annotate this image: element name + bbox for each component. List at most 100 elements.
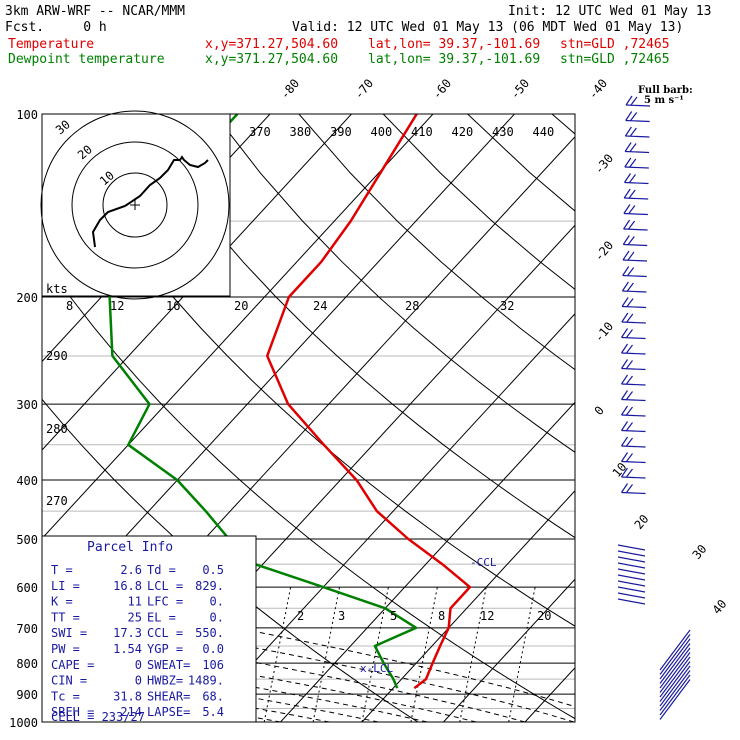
theta-label-370: 370 [249, 125, 271, 139]
wind-barb-flag [621, 436, 628, 447]
wind-barb-flag [626, 375, 633, 385]
isotherm-label--20: -20 [592, 238, 617, 264]
wind-barb-lower [617, 556, 646, 563]
pressure-label-800: 800 [16, 657, 38, 671]
wind-barb-lower [659, 679, 691, 720]
dew-xy: x,y=371.27,504.60 [205, 52, 338, 67]
wind-barb [623, 228, 648, 231]
wind-barb-flag [625, 95, 633, 106]
theta-label-430: 430 [492, 125, 514, 139]
parcel-label-1: LI = [51, 579, 80, 593]
parcel-label-4: SWI = [51, 626, 87, 640]
wind-barb-flag [626, 344, 633, 354]
wind-barb-flag [626, 422, 633, 431]
wind-barb-flag [629, 174, 636, 183]
dry-adiabat-480 [721, 114, 740, 722]
wind-barb-flag [626, 437, 633, 447]
wind-barb [625, 119, 650, 123]
wind-barb-lower [659, 629, 691, 671]
isotherm-20 [524, 666, 575, 722]
wind-barb-flag [628, 205, 636, 214]
dry-adiabat-380 [298, 114, 575, 371]
wind-barb-flag [628, 220, 636, 230]
dry-adiabat-320 [45, 114, 575, 627]
parcel-value2-2: 0. [210, 595, 224, 609]
valid-time: Valid: 12 UTC Wed 01 May 13 (06 MDT Wed … [292, 20, 683, 35]
mixing-ratio-label-lower-8: 8 [438, 609, 445, 623]
parcel-label2-7: HWBZ= [147, 674, 183, 688]
wind-barb [624, 181, 649, 185]
isotherm-label--70: -70 [352, 76, 377, 102]
pressure-label-300: 300 [16, 398, 38, 412]
mixing-ratio-label-upper-20: 20 [234, 299, 248, 313]
barb-unit: 5 m s⁻¹ [644, 95, 684, 106]
wind-barb [625, 135, 650, 138]
dry-adiabat-360 [214, 114, 575, 453]
wind-barb-flag [621, 312, 629, 323]
mixing-ratio-label-lower-20: 20 [537, 609, 551, 623]
wind-barb [621, 367, 646, 371]
dew-latlon: lat,lon= 39.37,-101.69 [368, 52, 540, 67]
wind-barb-flag [628, 189, 636, 199]
wind-barb-flag [629, 158, 637, 168]
wind-barb-flag [626, 453, 633, 462]
theta-label-440: 440 [533, 125, 555, 139]
pressure-label-700: 700 [16, 622, 38, 636]
parcel-value-1: 16.8 [113, 579, 142, 593]
wind-barb-flag [621, 343, 628, 354]
wind-barb-flag [621, 328, 628, 338]
wind-barb-flag [626, 484, 633, 493]
temp-stn: stn=GLD ,72465 [560, 37, 670, 52]
wind-barb-flag [626, 282, 634, 292]
wind-barb [623, 212, 648, 216]
parcel-cell: CELL = 233/27 [51, 710, 145, 724]
wind-barb-lower [617, 574, 646, 581]
parcel-value2-5: 0.0 [202, 642, 224, 656]
wind-barb [621, 491, 646, 495]
parcel-value-5: 1.54 [113, 642, 142, 656]
wind-barb-lower [617, 598, 646, 605]
wind-barb-lower [659, 670, 691, 711]
wind-barb [624, 166, 649, 169]
isotherm--70 [42, 114, 352, 451]
isotherm-label--80: -80 [278, 76, 303, 102]
parcel-value2-1: 829. [195, 579, 224, 593]
annotation-lcl: x-LCL [360, 662, 393, 675]
parcel-label-6: CAPE = [51, 658, 94, 672]
pressure-label-1000: 1000 [9, 716, 38, 730]
isotherm-label--10: -10 [592, 319, 617, 345]
wind-barb-flag [621, 467, 628, 478]
legend-temperature: Temperature [8, 37, 94, 52]
parcel-value2-9: 5.4 [202, 705, 224, 719]
wind-barb [622, 290, 647, 293]
mixing-ratio-label-upper-16: 16 [166, 299, 180, 313]
wind-barb [621, 445, 646, 448]
mixing-ratio-20 [508, 587, 536, 722]
temp-latlon: lat,lon= 39.37,-101.69 [368, 37, 540, 52]
pressure-label-600: 600 [16, 581, 38, 595]
theta-e-label-280: 280 [46, 422, 68, 436]
wind-barb-flag [624, 126, 632, 137]
parcel-value2-6: 106 [202, 658, 224, 672]
isotherm-40 [688, 114, 740, 722]
forecast-hour: Fcst. 0 h [5, 20, 107, 35]
parcel-label-7: CIN = [51, 674, 87, 688]
wind-barb-lower [617, 544, 646, 551]
wind-barb-lower [617, 568, 646, 575]
parcel-value-2: 11 [128, 595, 142, 609]
mixing-ratio-label-upper-28: 28 [405, 299, 419, 313]
wind-barb-lower [659, 652, 691, 693]
pressure-label-500: 500 [16, 533, 38, 547]
wind-barb-flag [621, 483, 628, 493]
wind-barb-flag [621, 374, 628, 385]
wind-barb-flag [626, 360, 633, 369]
wind-barb [622, 259, 648, 262]
parcel-label-9: SREH = [51, 705, 94, 719]
wind-barb-flag [626, 391, 633, 400]
parcel-value2-4: 550. [195, 626, 224, 640]
parcel-label2-1: LCL = [147, 579, 183, 593]
wind-barb-lower [617, 580, 646, 587]
theta-e-label-270: 270 [46, 494, 68, 508]
isotherm-30 [607, 114, 740, 722]
dry-adiabat-300 [42, 256, 575, 720]
